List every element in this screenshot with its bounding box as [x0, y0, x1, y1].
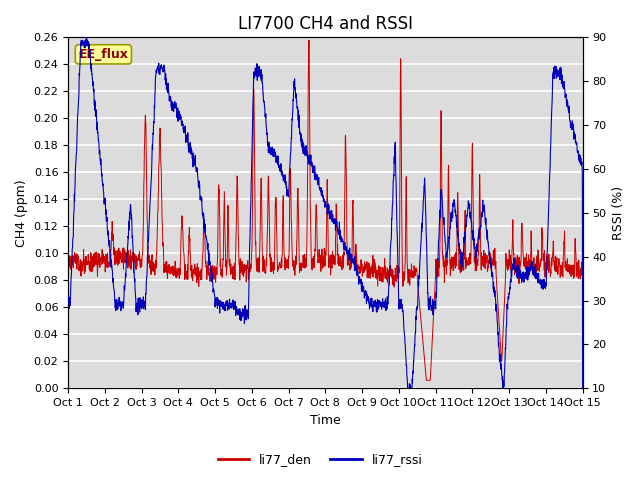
Y-axis label: CH4 (ppm): CH4 (ppm) [15, 179, 28, 247]
Legend: li77_den, li77_rssi: li77_den, li77_rssi [212, 448, 428, 471]
X-axis label: Time: Time [310, 414, 340, 427]
Text: EE_flux: EE_flux [79, 48, 128, 61]
Y-axis label: RSSI (%): RSSI (%) [612, 186, 625, 240]
Title: LI7700 CH4 and RSSI: LI7700 CH4 and RSSI [238, 15, 413, 33]
